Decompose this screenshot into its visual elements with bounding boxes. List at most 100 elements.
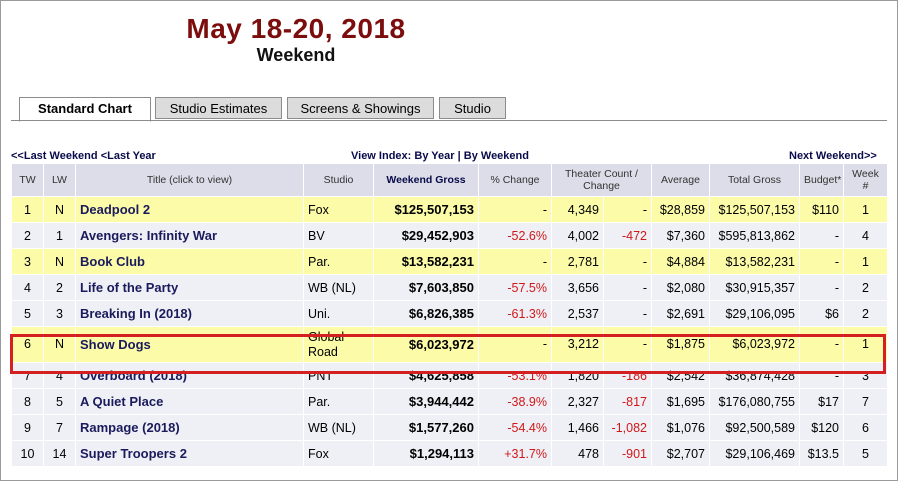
cell-studio: Par. [303,388,374,415]
cell-total-gross: $6,023,972 [709,326,800,363]
cell-title[interactable]: A Quiet Place [75,388,304,415]
table-row: 4 2 Life of the Party WB (NL) $7,603,850 -57.… [11,274,888,301]
table-row: 2 1 Avengers: Infinity War BV $29,452,903 -52… [11,222,888,249]
cell-title[interactable]: Show Dogs [75,326,304,363]
cell-budget: - [799,274,844,301]
cell-budget: $6 [799,300,844,327]
by-weekend-link[interactable]: By Weekend [463,150,529,162]
cell-average: $2,542 [651,362,710,389]
cell-theater-change: -186 [603,362,652,389]
tab-studio-estimates[interactable]: Studio Estimates [155,97,282,119]
cell-total-gross: $29,106,469 [709,440,800,467]
table-header-row: TW LW Title (click to view) Studio Weeke… [11,163,888,197]
cell-theater-count: 3,212 [551,326,604,363]
cell-title[interactable]: Overboard (2018) [75,362,304,389]
cell-week: 3 [843,362,888,389]
col-header-studio[interactable]: Studio [303,163,374,197]
cell-theater-count: 3,656 [551,274,604,301]
col-header-title[interactable]: Title (click to view) [75,163,304,197]
view-index-label: View Index: [351,150,412,162]
col-header-total-gross[interactable]: Total Gross [709,163,800,197]
view-index: View Index: By Year | By Weekend [351,150,529,162]
table-row: 9 7 Rampage (2018) WB (NL) $1,577,260 -54.4% 1… [11,414,888,441]
cell-week: 1 [843,196,888,223]
col-header-budget[interactable]: Budget* [799,163,844,197]
box-office-table: TW LW Title (click to view) Studio Weeke… [11,163,888,467]
col-header-lw[interactable]: LW [43,163,76,197]
cell-studio: PNT [303,362,374,389]
cell-title[interactable]: Breaking In (2018) [75,300,304,327]
cell-theater-change: -1,082 [603,414,652,441]
cell-tw: 7 [11,362,44,389]
cell-theater-change: -472 [603,222,652,249]
last-year-link[interactable]: <Last Year [100,150,156,162]
table-row: 7 4 Overboard (2018) PNT $4,625,858 -53.1% 1,8… [11,362,888,389]
cell-title[interactable]: Life of the Party [75,274,304,301]
cell-pct-change: -53.1% [478,362,552,389]
table-row: 5 3 Breaking In (2018) Uni. $6,826,385 -61.3%… [11,300,888,327]
tab-studio[interactable]: Studio [439,97,506,119]
cell-lw: 3 [43,300,76,327]
view-index-separator: | [457,150,461,162]
cell-total-gross: $36,874,428 [709,362,800,389]
cell-title[interactable]: Avengers: Infinity War [75,222,304,249]
cell-theater-count: 4,349 [551,196,604,223]
col-header-average[interactable]: Average [651,163,710,197]
page-title: May 18-20, 2018 [186,13,406,44]
cell-pct-change: -61.3% [478,300,552,327]
cell-average: $1,875 [651,326,710,363]
col-header-theater-count[interactable]: Theater Count / Change [551,163,652,197]
cell-studio: BV [303,222,374,249]
cell-weekend-gross: $13,582,231 [373,248,479,275]
cell-tw: 10 [11,440,44,467]
tab-screens-showings[interactable]: Screens & Showings [287,97,434,119]
cell-theater-count: 2,327 [551,388,604,415]
next-links: Next Weekend>> [789,150,877,162]
cell-title[interactable]: Rampage (2018) [75,414,304,441]
cell-tw: 4 [11,274,44,301]
cell-title[interactable]: Deadpool 2 [75,196,304,223]
table-row: 6 N Show Dogs Global Road $6,023,972-3,212- $… [11,326,888,363]
cell-weekend-gross: $3,944,442 [373,388,479,415]
col-header-pct-change[interactable]: % Change [478,163,552,197]
cell-theater-change: -901 [603,440,652,467]
cell-title[interactable]: Super Troopers 2 [75,440,304,467]
cell-lw: N [43,196,76,223]
cell-tw: 1 [11,196,44,223]
cell-total-gross: $595,813,862 [709,222,800,249]
cell-title[interactable]: Book Club [75,248,304,275]
cell-average: $1,076 [651,414,710,441]
cell-budget: $110 [799,196,844,223]
cell-theater-count: 1,820 [551,362,604,389]
cell-lw: 1 [43,222,76,249]
cell-budget: $13.5 [799,440,844,467]
next-weekend-link[interactable]: Next Weekend>> [789,150,877,162]
cell-average: $2,691 [651,300,710,327]
cell-weekend-gross: $6,023,972 [373,326,479,363]
cell-week: 2 [843,300,888,327]
cell-budget: - [799,222,844,249]
col-header-weekend-gross[interactable]: Weekend Gross [373,163,479,197]
cell-lw: 7 [43,414,76,441]
cell-weekend-gross: $125,507,153 [373,196,479,223]
cell-week: 5 [843,440,888,467]
tab-standard-chart[interactable]: Standard Chart [19,97,151,122]
cell-budget: $17 [799,388,844,415]
cell-theater-count: 4,002 [551,222,604,249]
col-header-week[interactable]: Week # [843,163,888,197]
by-year-link[interactable]: By Year [414,150,455,162]
cell-weekend-gross: $29,452,903 [373,222,479,249]
cell-lw: N [43,248,76,275]
col-header-tw[interactable]: TW [11,163,44,197]
last-weekend-link[interactable]: <<Last Weekend [11,150,98,162]
cell-week: 4 [843,222,888,249]
cell-pct-change: - [478,196,552,223]
cell-budget: - [799,326,844,363]
cell-average: $2,080 [651,274,710,301]
cell-theater-change: -817 [603,388,652,415]
cell-pct-change: -54.4% [478,414,552,441]
cell-total-gross: $30,915,357 [709,274,800,301]
cell-budget: - [799,248,844,275]
cell-studio: WB (NL) [303,274,374,301]
